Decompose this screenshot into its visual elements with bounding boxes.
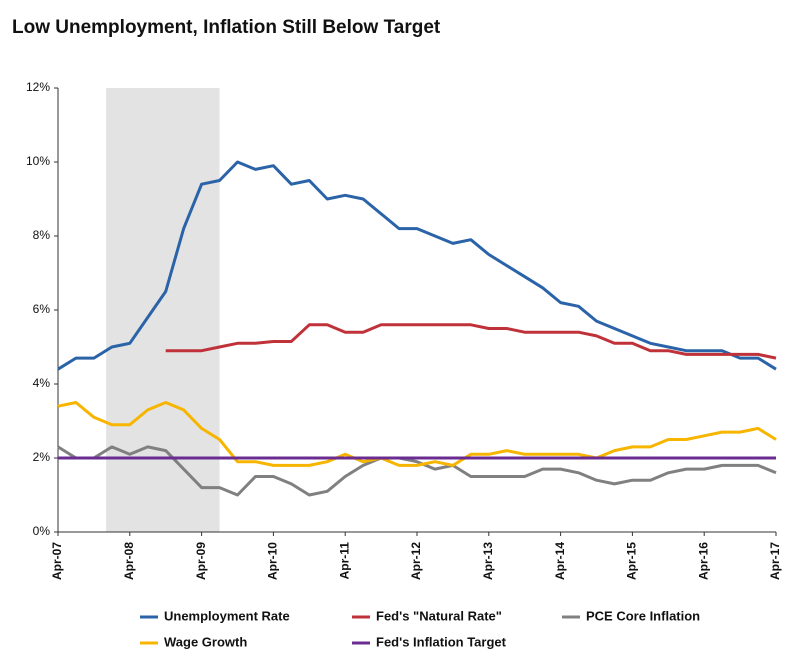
legend-label: Fed's Inflation Target [376,634,507,649]
series-line [57,401,777,467]
legend-label: Wage Growth [164,634,247,649]
y-tick-label: 10% [26,154,50,168]
y-tick-label: 2% [33,450,51,464]
recession-shade [106,88,220,532]
x-tick-label: Apr-07 [50,542,64,580]
x-tick-label: Apr-16 [696,542,710,580]
x-tick-label: Apr-13 [481,542,495,580]
x-tick-label: Apr-17 [768,542,782,580]
x-tick-label: Apr-12 [409,542,423,580]
x-tick-label: Apr-09 [194,542,208,580]
chart-title: Low Unemployment, Inflation Still Below … [12,17,441,38]
y-tick-label: 0% [33,524,51,538]
x-tick-label: Apr-11 [337,542,351,580]
series-line [57,445,777,497]
y-tick-label: 12% [26,80,50,94]
x-tick-label: Apr-08 [122,542,136,580]
legend-label: PCE Core Inflation [586,608,700,623]
y-tick-label: 8% [33,228,51,242]
x-tick-label: Apr-15 [625,542,639,580]
x-tick-label: Apr-14 [553,542,567,580]
series-line [165,323,777,360]
x-tick-label: Apr-10 [266,542,280,580]
y-tick-label: 4% [33,376,51,390]
y-tick-label: 6% [33,302,51,316]
legend-label: Unemployment Rate [164,608,290,623]
series-line [57,160,777,371]
legend-label: Fed's "Natural Rate" [376,608,502,623]
